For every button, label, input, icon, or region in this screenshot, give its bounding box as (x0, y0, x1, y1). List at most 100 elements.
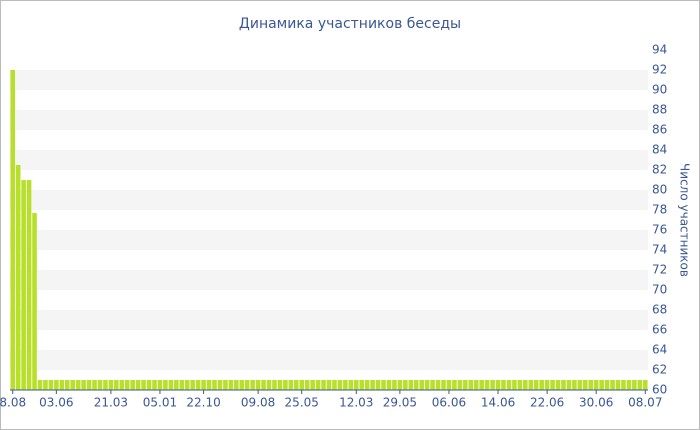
bar (250, 380, 255, 390)
y-tick-label: 66 (652, 323, 667, 337)
y-tick-label: 80 (652, 183, 667, 197)
bar (337, 380, 343, 390)
bar (517, 380, 523, 390)
bar (501, 380, 506, 390)
bar (544, 380, 550, 390)
bar (370, 380, 375, 390)
bar (424, 380, 430, 390)
x-tick-label: 25.05 (285, 396, 319, 410)
bar (588, 380, 594, 390)
bar (114, 380, 119, 390)
bar (528, 380, 534, 390)
bar (441, 380, 446, 390)
bar (332, 380, 337, 390)
y-tick-label: 72 (652, 263, 667, 277)
bar (86, 380, 92, 390)
bar (179, 380, 185, 390)
bar (315, 380, 321, 390)
bar (446, 380, 452, 390)
bar (533, 380, 539, 390)
bar (435, 380, 441, 390)
bar (364, 380, 370, 390)
bar (277, 380, 283, 390)
bar (244, 380, 250, 390)
bar (452, 380, 457, 390)
x-tick-label: 06.06 (432, 396, 466, 410)
bar (64, 380, 70, 390)
bar (413, 380, 419, 390)
bar (523, 380, 528, 390)
bar (397, 380, 403, 390)
grid-band (10, 190, 648, 210)
bar (15, 165, 21, 390)
bar (10, 70, 16, 390)
bar (174, 380, 179, 390)
bar (168, 380, 174, 390)
bar (37, 380, 43, 390)
x-tick-label: 8.08 (0, 396, 26, 410)
y-tick-label: 92 (652, 63, 667, 77)
bar (239, 380, 245, 390)
bar (561, 380, 566, 390)
x-tick-label: 09.08 (241, 396, 275, 410)
y-tick-label: 76 (652, 223, 667, 237)
bar (326, 380, 332, 390)
y-tick-label: 74 (652, 243, 667, 257)
bar (43, 380, 48, 390)
bar (343, 380, 348, 390)
bar (234, 380, 239, 390)
bar (261, 380, 266, 390)
y-axis-label: Число участников (678, 163, 692, 277)
bar (583, 380, 588, 390)
bar (604, 380, 610, 390)
bar (195, 380, 201, 390)
y-tick-label: 62 (652, 363, 667, 377)
grid-band (10, 110, 648, 130)
x-tick-label: 30.06 (579, 396, 613, 410)
grid-band (10, 310, 648, 330)
bar (457, 380, 463, 390)
bar (163, 380, 168, 390)
bar (555, 380, 561, 390)
bar (97, 380, 103, 390)
grid-band (10, 150, 648, 170)
bar (255, 380, 261, 390)
bar (59, 380, 65, 390)
bar (468, 380, 474, 390)
bar (490, 380, 495, 390)
x-tick-label: 03.06 (39, 396, 73, 410)
bar (152, 380, 157, 390)
x-tick-label: 14.06 (481, 396, 515, 410)
grid-band (10, 350, 648, 370)
bar (539, 380, 544, 390)
bar (157, 380, 163, 390)
bar (135, 380, 141, 390)
y-tick-label: 90 (652, 83, 667, 97)
bar (577, 380, 583, 390)
bar (103, 380, 108, 390)
x-tick-label: 29.05 (383, 396, 417, 410)
bar (599, 380, 604, 390)
bar (430, 380, 435, 390)
bar (54, 380, 59, 390)
bar (48, 380, 54, 390)
bar (359, 380, 365, 390)
bar (381, 380, 386, 390)
bar (223, 380, 228, 390)
x-tick-label: 21.03 (94, 396, 128, 410)
bar (610, 380, 615, 390)
x-tick-label: 08.07 (628, 396, 662, 410)
bar (206, 380, 212, 390)
bar (293, 380, 299, 390)
bar (272, 380, 277, 390)
bar (184, 380, 190, 390)
y-tick-label: 94 (652, 43, 667, 57)
y-tick-label: 88 (652, 103, 667, 117)
y-tick-label: 70 (652, 283, 667, 297)
bar (353, 380, 359, 390)
bar (512, 380, 517, 390)
grid-band (10, 230, 648, 250)
y-tick-label: 64 (652, 343, 667, 357)
bar (484, 380, 490, 390)
